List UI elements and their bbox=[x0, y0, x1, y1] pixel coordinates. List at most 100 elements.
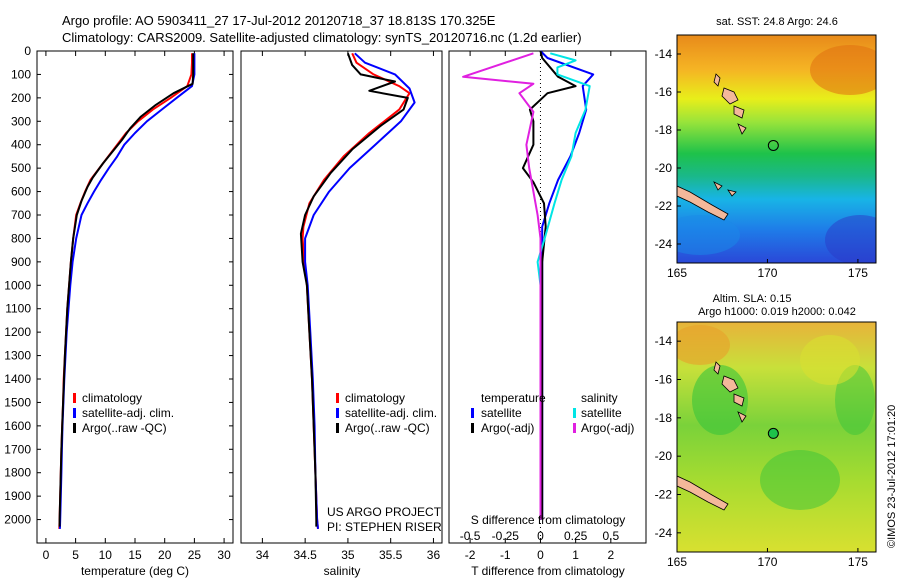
temperature-x-ticks: 0 5 10 15 20 25 30 bbox=[43, 51, 231, 562]
legend-label-climatology: climatology bbox=[82, 391, 142, 405]
x-tick-label: 35.5 bbox=[379, 548, 403, 562]
argo-float-marker bbox=[767, 427, 779, 439]
y-tick-label: 1700 bbox=[4, 442, 31, 456]
y-tick-label: 1500 bbox=[4, 395, 31, 409]
y-tick-label: 0 bbox=[24, 44, 31, 58]
sla-lon-ticks: 165 170 175 bbox=[667, 548, 868, 569]
x-tick-label: 15 bbox=[128, 548, 142, 562]
s-tick-label: -0.25 bbox=[492, 529, 520, 543]
legend-label-s-satellite: satellite bbox=[581, 406, 622, 420]
land-vanuatu-4 bbox=[737, 123, 747, 135]
legend-swatch-t-argo bbox=[471, 423, 474, 433]
legend-label-satellite: satellite-adj. clim. bbox=[82, 406, 174, 420]
y-tick-label: 200 bbox=[11, 91, 31, 105]
s-difference-label: S difference from climatology bbox=[471, 513, 626, 527]
lat-tick-label: -24 bbox=[655, 237, 673, 251]
salinity-panel: 34 34.5 35 35.5 36 salinity climatology sate… bbox=[240, 50, 443, 578]
y-tick-label: 900 bbox=[11, 255, 31, 269]
lat-tick-label: -20 bbox=[655, 449, 673, 463]
x-tick-label: 10 bbox=[99, 548, 113, 562]
y-tick-label: 400 bbox=[11, 138, 31, 152]
land-vanuatu-2 bbox=[721, 87, 739, 105]
sst-map-frame bbox=[676, 34, 877, 264]
land-vanuatu-1 bbox=[713, 361, 721, 375]
lat-tick-label: -16 bbox=[655, 85, 673, 99]
sla-low-patch-3 bbox=[835, 365, 875, 435]
land-new-caledonia bbox=[677, 475, 729, 511]
legend-swatch-s-argo bbox=[573, 423, 576, 433]
lat-tick-label: -18 bbox=[655, 123, 673, 137]
y-tick-label: 1200 bbox=[4, 325, 31, 339]
temperature-panel: 0 5 10 15 20 25 30 010020030040050060070080090… bbox=[4, 44, 646, 578]
lat-tick-label: -14 bbox=[655, 334, 673, 348]
x-tick-label: 1 bbox=[572, 548, 579, 562]
x-tick-label: 34.5 bbox=[293, 548, 317, 562]
sst-warm-patch bbox=[810, 45, 876, 95]
y-tick-label: 1400 bbox=[4, 372, 31, 386]
sst-lat-ticks: -14 -16 -18 -20 -22 -24 bbox=[655, 47, 681, 251]
land-vanuatu-3 bbox=[733, 105, 745, 119]
sla-map-title-line1: Altim. SLA: 0.15 bbox=[713, 293, 792, 305]
s-tick-label: 0.25 bbox=[564, 529, 588, 543]
sst-lon-ticks: 165 170 175 bbox=[667, 259, 868, 280]
legend-swatch-argo bbox=[73, 423, 76, 433]
lat-tick-label: -16 bbox=[655, 373, 673, 387]
x-tick-label: 0 bbox=[537, 548, 544, 562]
sla-map-panel: Altim. SLA: 0.15 Argo h1000: 0.019 h2000… bbox=[655, 293, 877, 569]
y-tick-label: 800 bbox=[11, 231, 31, 245]
land-vanuatu-2 bbox=[721, 375, 739, 393]
sst-map-title: sat. SST: 24.8 Argo: 24.6 bbox=[716, 16, 838, 28]
figure-title-line2: Climatology: CARS2009. Satellite-adjuste… bbox=[62, 30, 582, 45]
legend-swatch-argo bbox=[336, 423, 339, 433]
temperature-x-label: temperature (deg C) bbox=[81, 564, 189, 578]
legend-swatch-t-satellite bbox=[471, 408, 474, 418]
series-line-argo-raw-qc bbox=[58, 53, 195, 527]
series-line-temperature-argo-adj bbox=[521, 50, 577, 520]
salinity-legend: climatology satellite-adj. clim. Argo(..… bbox=[336, 391, 437, 435]
land-vanuatu-4 bbox=[737, 411, 747, 423]
salinity-series bbox=[299, 52, 416, 529]
legend-label-climatology: climatology bbox=[345, 391, 405, 405]
x-tick-label: -1 bbox=[500, 548, 511, 562]
legend-title-temperature: temperature bbox=[481, 391, 546, 405]
sst-cool-patch bbox=[677, 215, 740, 255]
legend-label-s-argo: Argo(-adj) bbox=[581, 421, 634, 435]
t-difference-x-label: T difference from climatology bbox=[471, 564, 625, 578]
imos-timestamp: ©IMOS 23-Jul-2012 17:01:20 bbox=[886, 405, 898, 548]
lat-tick-label: -14 bbox=[655, 47, 673, 61]
legend-swatch-satellite bbox=[73, 408, 76, 418]
series-line-salinity-argo-adj bbox=[462, 52, 542, 520]
x-tick-label: 20 bbox=[158, 548, 172, 562]
x-tick-label: 2 bbox=[607, 548, 614, 562]
difference-legend: temperature salinity satellite Argo(-adj… bbox=[471, 391, 634, 435]
temperature-legend: climatology satellite-adj. clim. Argo(..… bbox=[73, 391, 174, 435]
y-tick-label: 1000 bbox=[4, 278, 31, 292]
lat-tick-label: -22 bbox=[655, 488, 673, 502]
legend-swatch-climatology bbox=[73, 393, 76, 403]
salinity-plot-frame bbox=[240, 50, 443, 544]
s-difference-x-ticks: -0.5 -0.25 0 0.25 0.5 bbox=[460, 529, 620, 543]
sla-map-frame bbox=[676, 321, 877, 553]
y-tick-label: 600 bbox=[11, 185, 31, 199]
sla-high-patch-2 bbox=[800, 335, 860, 385]
x-tick-label: 25 bbox=[188, 548, 202, 562]
legend-swatch-climatology bbox=[336, 393, 339, 403]
sst-cold-patch bbox=[825, 215, 876, 263]
legend-title-salinity: salinity bbox=[581, 391, 618, 405]
sla-high-patch bbox=[677, 325, 730, 365]
y-tick-label: 1800 bbox=[4, 466, 31, 480]
project-credit: US ARGO PROJECT bbox=[327, 505, 442, 519]
argo-float-marker bbox=[767, 139, 779, 151]
lat-tick-label: -22 bbox=[655, 199, 673, 213]
x-tick-label: 35 bbox=[341, 548, 355, 562]
temperature-series bbox=[58, 53, 196, 529]
y-tick-label: 1600 bbox=[4, 419, 31, 433]
sst-map-panel: sat. SST: 24.8 Argo: 24.6 165 170 175 -14 -… bbox=[655, 16, 877, 280]
salinity-x-ticks: 34 34.5 35 35.5 36 bbox=[256, 51, 440, 562]
x-tick-label: 5 bbox=[72, 548, 79, 562]
y-tick-label: 1900 bbox=[4, 489, 31, 503]
y-tick-label: 300 bbox=[11, 114, 31, 128]
x-tick-label: 0 bbox=[43, 548, 50, 562]
sla-low-patch-2 bbox=[760, 450, 840, 510]
